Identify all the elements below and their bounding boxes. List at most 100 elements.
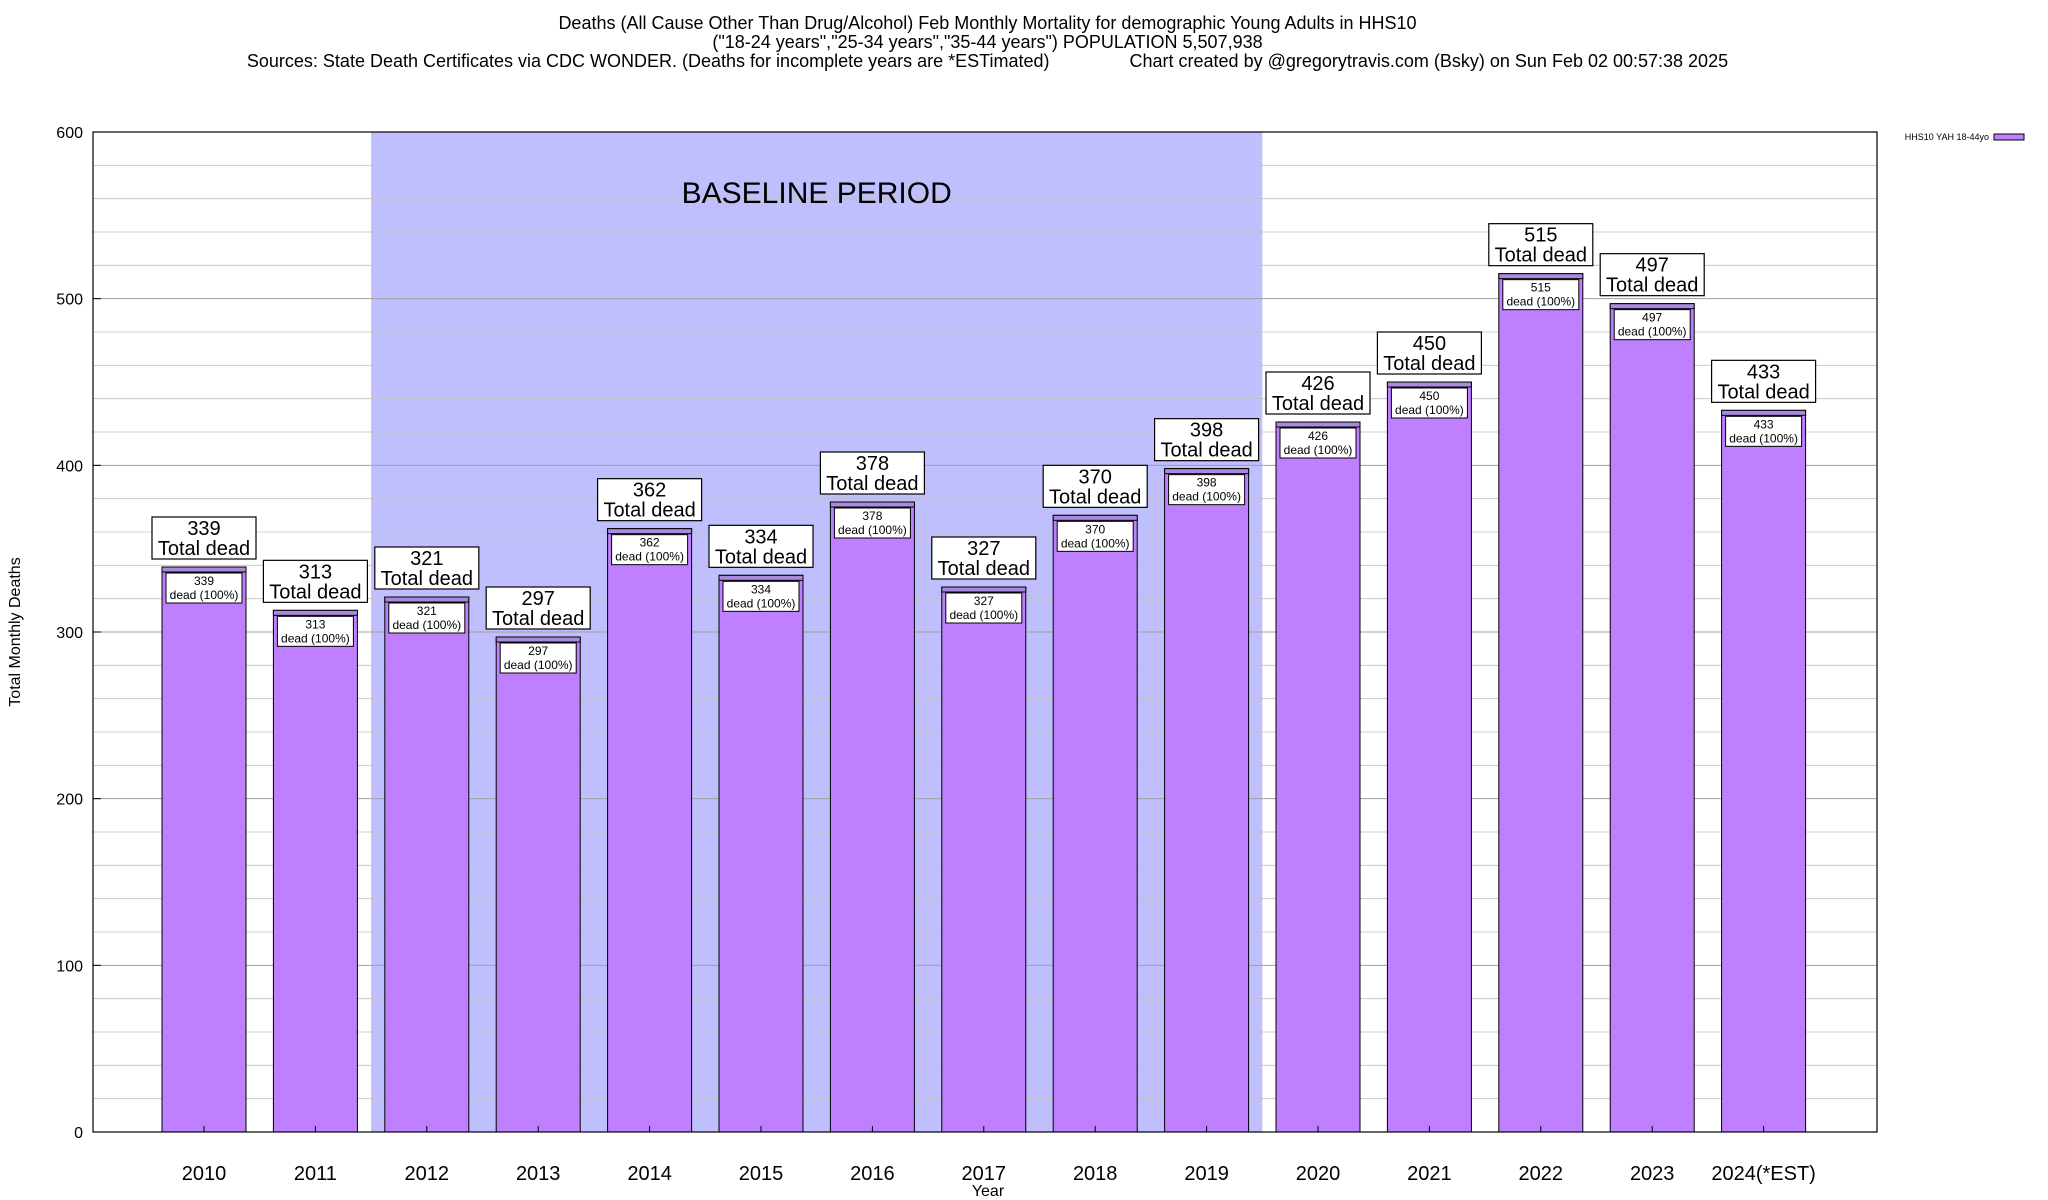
inner-label-value: 297 xyxy=(528,644,548,658)
bar-cap xyxy=(161,566,247,573)
x-tick-label: 2019 xyxy=(1184,1163,1229,1185)
x-tick-label: 2022 xyxy=(1519,1163,1564,1185)
bar-cap xyxy=(1609,303,1695,310)
inner-label-text: dead (100%) xyxy=(1506,295,1575,309)
inner-label-box xyxy=(1613,309,1691,341)
chart-title-block: Deaths (All Cause Other Than Drug/Alcoho… xyxy=(0,14,1975,71)
top-label-value: 378 xyxy=(856,453,889,475)
bar xyxy=(1052,514,1138,1133)
inner-label-box xyxy=(165,572,243,604)
top-label-box xyxy=(374,546,480,590)
bar xyxy=(607,528,693,1133)
inner-label-text: dead (100%) xyxy=(281,631,350,645)
top-label-value: 450 xyxy=(1413,333,1446,355)
bar xyxy=(272,609,358,1133)
legend-swatch xyxy=(1993,133,2025,141)
inner-label-text: dead (100%) xyxy=(615,550,684,564)
top-label-value: 370 xyxy=(1079,466,1112,488)
top-label-box xyxy=(151,516,257,560)
inner-label-text: dead (100%) xyxy=(949,608,1018,622)
x-tick-label: 2015 xyxy=(739,1163,784,1185)
inner-label-value: 313 xyxy=(305,617,325,631)
x-tick-label: 2017 xyxy=(962,1163,1007,1185)
top-label-value: 313 xyxy=(299,561,332,583)
top-label-box xyxy=(262,559,368,603)
top-label-box xyxy=(596,478,703,522)
bar-cap xyxy=(941,586,1027,593)
bar xyxy=(1164,468,1250,1133)
bar-cap xyxy=(829,501,915,508)
top-label-value: 497 xyxy=(1636,255,1669,277)
chart-subtitle: ("18-24 years","25-34 years","35-44 year… xyxy=(712,32,1263,52)
top-label-box xyxy=(485,586,591,630)
inner-label-value: 339 xyxy=(194,574,214,588)
bar xyxy=(1498,273,1584,1133)
inner-label-text: dead (100%) xyxy=(504,658,573,672)
y-tick-label: 300 xyxy=(56,625,83,642)
bar-cap xyxy=(1386,381,1472,388)
y-tick-label: 200 xyxy=(56,792,83,809)
y-tick-label: 0 xyxy=(74,1125,83,1142)
inner-label-value: 450 xyxy=(1419,389,1439,403)
inner-label-text: dead (100%) xyxy=(838,523,907,537)
x-tick-label: 2010 xyxy=(182,1163,227,1185)
x-tick-label: 2011 xyxy=(294,1163,337,1185)
inner-label-value: 370 xyxy=(1085,522,1105,536)
x-tick-label: 2024(*EST) xyxy=(1711,1163,1816,1185)
top-label-text: Total dead xyxy=(269,581,361,603)
bar xyxy=(1275,421,1361,1133)
top-label-box xyxy=(931,536,1037,580)
top-label-value: 321 xyxy=(410,548,443,570)
top-label-text: Total dead xyxy=(603,500,695,522)
bar xyxy=(1386,381,1472,1133)
top-label-box xyxy=(1265,371,1371,415)
baseline-period-label: BASELINE PERIOD xyxy=(682,177,952,210)
top-label-text: Total dead xyxy=(158,538,250,560)
bar-cap xyxy=(1164,468,1250,475)
bar xyxy=(718,574,804,1133)
x-tick-label: 2012 xyxy=(405,1163,450,1185)
chart-title: Deaths (All Cause Other Than Drug/Alcoho… xyxy=(558,13,1417,33)
top-label-box xyxy=(819,451,926,495)
inner-label-text: dead (100%) xyxy=(1061,536,1130,550)
bar-cap xyxy=(1498,273,1584,280)
x-tick-label: 2020 xyxy=(1296,1163,1341,1185)
top-label-value: 515 xyxy=(1524,225,1557,247)
top-label-text: Total dead xyxy=(1272,393,1364,415)
inner-label-box xyxy=(1279,427,1357,459)
top-label-value: 327 xyxy=(967,538,1000,560)
inner-label-value: 321 xyxy=(417,604,437,618)
x-axis-label: Year xyxy=(972,1183,1005,1200)
inner-label-box xyxy=(499,642,577,674)
inner-label-box xyxy=(833,507,911,539)
inner-label-box xyxy=(1168,474,1246,506)
y-tick-label: 500 xyxy=(56,292,83,309)
inner-label-text: dead (100%) xyxy=(1395,403,1464,417)
chart-source-line: Sources: State Death Certificates via CD… xyxy=(246,51,1729,71)
inner-label-box xyxy=(722,580,800,612)
inner-label-value: 426 xyxy=(1308,429,1328,443)
top-label-box xyxy=(1376,331,1483,375)
bar xyxy=(384,596,470,1133)
bar xyxy=(941,586,1027,1133)
top-label-value: 297 xyxy=(522,588,555,610)
top-label-text: Total dead xyxy=(381,568,473,590)
top-label-box xyxy=(708,524,814,568)
x-tick-label: 2018 xyxy=(1073,1163,1118,1185)
bar-cap xyxy=(495,636,581,643)
inner-label-box xyxy=(1056,520,1134,552)
top-label-text: Total dead xyxy=(1160,440,1252,462)
top-label-value: 362 xyxy=(633,480,666,502)
bar xyxy=(161,566,247,1133)
inner-label-value: 362 xyxy=(640,536,660,550)
bar xyxy=(1721,409,1807,1133)
inner-label-text: dead (100%) xyxy=(727,596,796,610)
legend-label: HHS10 YAH 18-44yo xyxy=(1905,132,1989,142)
top-label-box xyxy=(1153,418,1260,462)
inner-label-value: 433 xyxy=(1754,417,1774,431)
inner-label-value: 327 xyxy=(974,594,994,608)
top-label-box xyxy=(1488,223,1594,267)
bar xyxy=(1609,303,1695,1133)
top-label-text: Total dead xyxy=(938,558,1030,580)
